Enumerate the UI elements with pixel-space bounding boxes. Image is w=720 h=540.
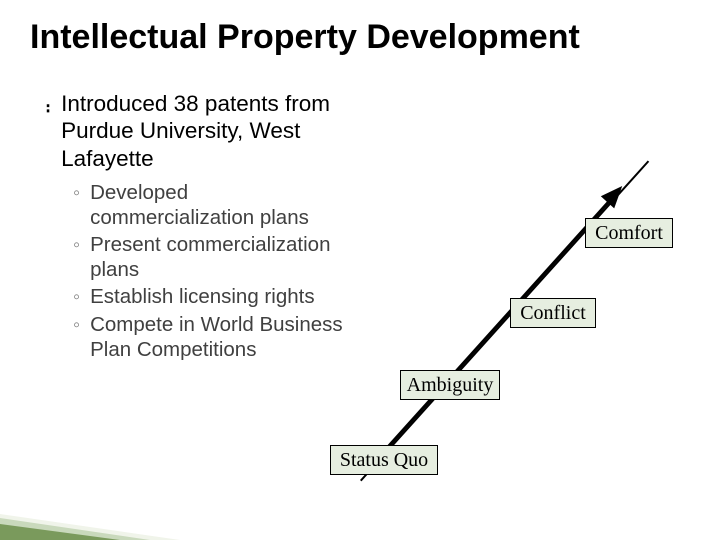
box-comfort: Comfort	[585, 218, 673, 248]
sub-bullet-list: ◦ Developed commercialization plans ◦ Pr…	[45, 180, 355, 362]
sub-bullet-text: Compete in World Business Plan Competiti…	[90, 312, 355, 362]
sub-bullet-text: Present commercialization plans	[90, 232, 355, 282]
box-ambiguity: Ambiguity	[400, 370, 500, 400]
bullet-glyph: ։	[45, 92, 51, 120]
main-bullet: ։ Introduced 38 patents from Purdue Univ…	[45, 90, 355, 172]
wedge-layer-c	[0, 514, 180, 540]
wedge-layer-b	[0, 524, 120, 540]
sub-bullet: ◦ Developed commercialization plans	[73, 180, 355, 230]
corner-wedge-decoration	[0, 514, 180, 540]
main-bullet-text: Introduced 38 patents from Purdue Univer…	[61, 90, 355, 172]
sub-bullet-text: Developed commercialization plans	[90, 180, 355, 230]
sub-bullet-glyph: ◦	[73, 284, 80, 310]
sub-bullet-glyph: ◦	[73, 312, 80, 338]
wedge-layer-a	[0, 518, 150, 540]
bullet-block: ։ Introduced 38 patents from Purdue Univ…	[45, 90, 355, 364]
slide: Intellectual Property Development ։ Intr…	[0, 0, 720, 540]
box-conflict: Conflict	[510, 298, 596, 328]
sub-bullet-glyph: ◦	[73, 232, 80, 258]
sub-bullet: ◦ Establish licensing rights	[73, 284, 355, 310]
diagonal-line	[360, 160, 649, 481]
sub-bullet: ◦ Present commercialization plans	[73, 232, 355, 282]
box-status-quo: Status Quo	[330, 445, 438, 475]
sub-bullet-glyph: ◦	[73, 180, 80, 206]
sub-bullet-text: Establish licensing rights	[90, 284, 314, 309]
sub-bullet: ◦ Compete in World Business Plan Competi…	[73, 312, 355, 362]
slide-title: Intellectual Property Development	[30, 18, 580, 57]
